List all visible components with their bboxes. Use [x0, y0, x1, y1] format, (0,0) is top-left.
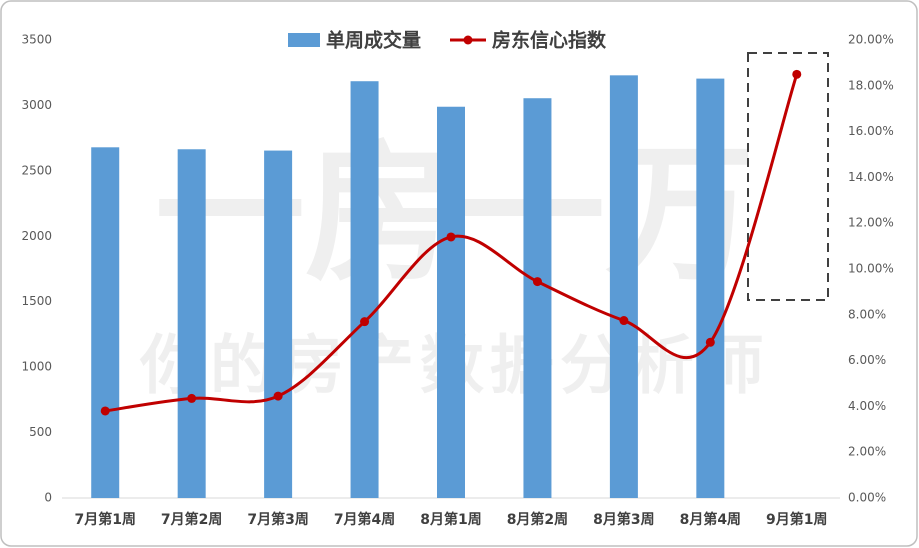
x-tick-label: 7月第4周: [334, 511, 395, 528]
line-marker: [532, 277, 542, 287]
line-marker: [100, 406, 110, 416]
line-marker: [792, 69, 802, 79]
y2-tick-label: 16.00%: [848, 124, 894, 138]
y-tick-label: 2000: [21, 229, 52, 243]
y-tick-label: 3000: [21, 98, 52, 112]
y2-tick-label: 0.00%: [848, 491, 886, 505]
line-marker: [360, 317, 370, 327]
x-tick-label: 7月第3周: [247, 511, 308, 528]
x-tick-label: 8月第3周: [593, 511, 654, 528]
line-marker: [619, 316, 629, 326]
x-tick-label: 8月第1周: [420, 511, 481, 528]
bar: [609, 75, 638, 499]
legend-swatch: [288, 33, 320, 47]
x-tick-label: 8月第2周: [507, 511, 568, 528]
y2-tick-label: 8.00%: [848, 307, 886, 321]
x-tick-label: 7月第1周: [74, 511, 135, 528]
bar: [437, 106, 465, 498]
y-tick-label: 1500: [21, 294, 52, 308]
y2-tick-label: 14.00%: [848, 170, 894, 184]
y2-tick-label: 12.00%: [848, 216, 894, 230]
y2-tick-label: 6.00%: [848, 353, 886, 367]
bar: [350, 81, 379, 498]
y-tick-label: 1000: [21, 360, 52, 374]
y2-tick-label: 10.00%: [848, 262, 894, 276]
y-tick-label: 2500: [21, 163, 52, 177]
y-tick-label: 500: [29, 425, 52, 439]
y-tick-label: 0: [44, 491, 52, 505]
bar: [91, 147, 120, 498]
y2-tick-label: 2.00%: [848, 445, 886, 459]
bar: [696, 78, 725, 499]
bar: [177, 149, 206, 498]
x-tick-label: 9月第1周: [766, 511, 827, 528]
legend-label: 房东信心指数: [492, 29, 607, 52]
x-tick-label: 7月第2周: [161, 511, 222, 528]
legend-label: 单周成交量: [326, 29, 421, 52]
bar: [523, 98, 552, 498]
highlight-box: [747, 52, 829, 301]
line-marker: [705, 337, 715, 347]
line-marker: [446, 232, 456, 242]
x-tick-label: 8月第4周: [680, 511, 741, 528]
bar: [264, 150, 293, 498]
legend-swatch: [463, 35, 473, 45]
y2-tick-label: 20.00%: [848, 33, 894, 47]
line-marker: [187, 393, 197, 403]
y2-tick-label: 18.00%: [848, 78, 894, 92]
line-marker: [273, 391, 283, 401]
y-tick-label: 3500: [21, 33, 52, 47]
y2-tick-label: 4.00%: [848, 399, 886, 413]
